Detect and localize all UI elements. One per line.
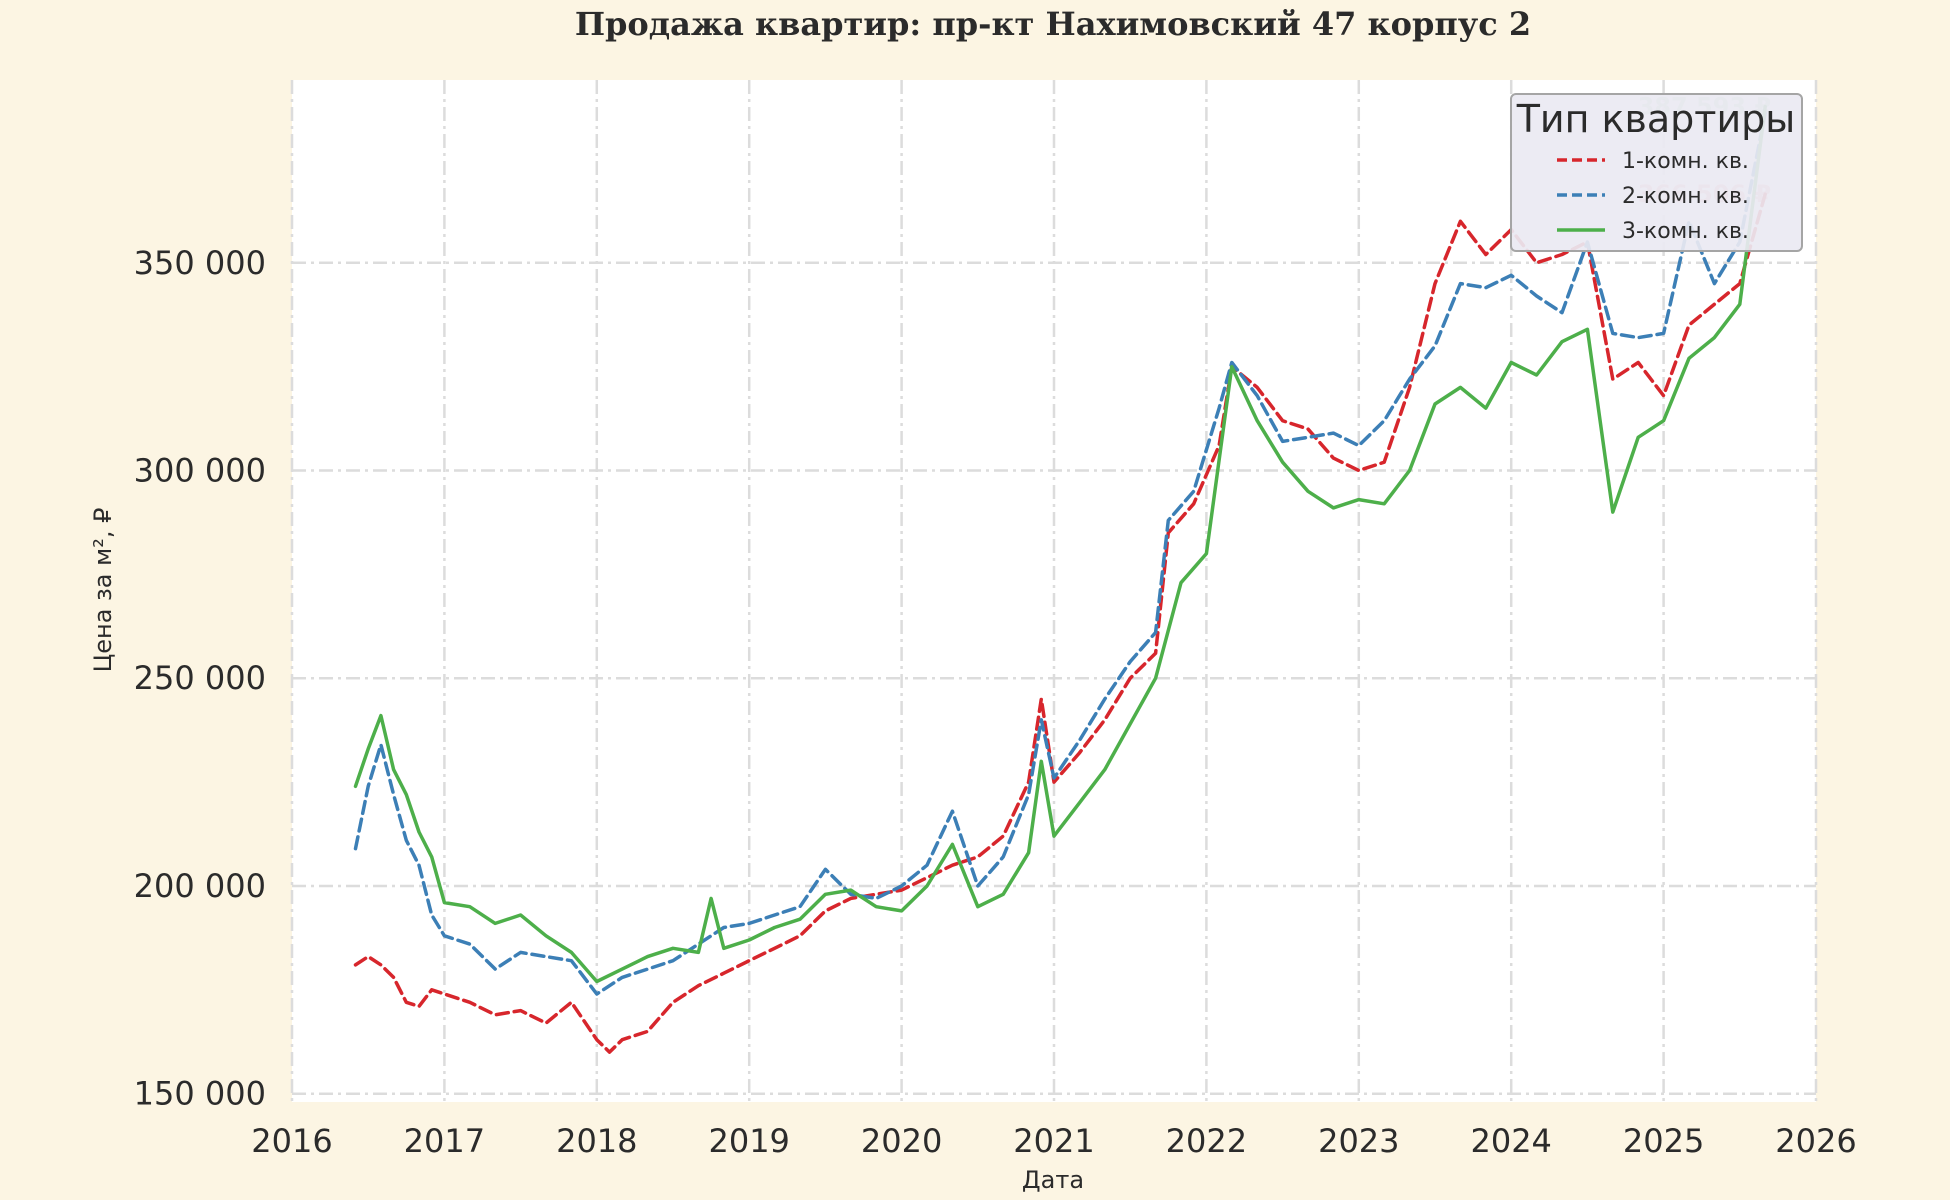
x-tick-label: 2019 xyxy=(708,1122,789,1160)
series-lines xyxy=(353,104,1767,1054)
legend-box xyxy=(1510,93,1803,252)
x-tick-label: 2016 xyxy=(251,1122,332,1160)
legend-label: 2-комн. кв. xyxy=(1622,184,1749,209)
legend-label: 1-комн. кв. xyxy=(1622,149,1749,174)
y-tick-label: 300 000 xyxy=(134,452,266,490)
series-line-1 xyxy=(353,192,1767,1054)
legend: Тип квартиры 1-комн. кв. 2-комн. кв. 3-ком… xyxy=(1510,93,1803,252)
x-tick-label: 2020 xyxy=(861,1122,942,1160)
x-tick-label: 2017 xyxy=(404,1122,485,1160)
legend-entries: 1-комн. кв. 2-комн. кв. 3-комн. кв. xyxy=(1557,149,1749,244)
x-axis-label: Дата xyxy=(1022,1166,1084,1194)
y-tick-label: 250 000 xyxy=(134,659,266,697)
y-tick-label: 200 000 xyxy=(134,867,266,905)
chart-title: Продажа квартир: пр-кт Нахимовский 47 ко… xyxy=(575,5,1531,43)
axis-ticks: 2016 2017 2018 2019 2020 2021 2022 2023 2024 2025… xyxy=(134,244,1857,1160)
legend-label: 3-комн. кв. xyxy=(1622,219,1749,244)
y-tick-label: 150 000 xyxy=(134,1075,266,1113)
x-tick-label: 2023 xyxy=(1318,1122,1399,1160)
x-tick-label: 2018 xyxy=(556,1122,637,1160)
x-tick-label: 2022 xyxy=(1166,1122,1247,1160)
x-tick-label: 2026 xyxy=(1775,1122,1856,1160)
legend-title: Тип квартиры xyxy=(1516,97,1796,141)
y-axis-label: Цена за м², ₽ xyxy=(89,508,117,673)
x-tick-label: 2021 xyxy=(1013,1122,1094,1160)
y-tick-label: 350 000 xyxy=(134,244,266,282)
series-line-3 xyxy=(353,104,1767,984)
series-line-2 xyxy=(353,111,1767,996)
x-tick-label: 2025 xyxy=(1623,1122,1704,1160)
x-tick-label: 2024 xyxy=(1470,1122,1551,1160)
